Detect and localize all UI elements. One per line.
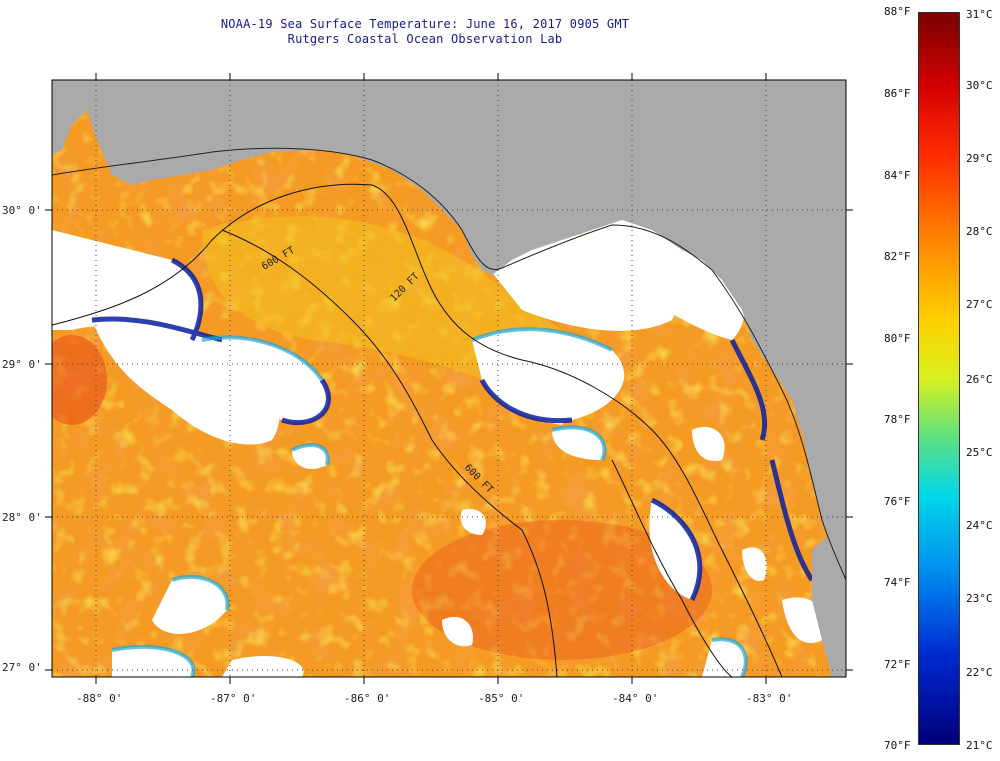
temperature-colorbar bbox=[918, 12, 960, 745]
lat-label-30: 30° 0' bbox=[2, 204, 42, 217]
map-subtitle: Rutgers Coastal Ocean Observation Lab bbox=[287, 32, 563, 46]
cb-c-22: 22°C bbox=[966, 666, 993, 679]
cb-f-74: 74°F bbox=[884, 576, 911, 589]
tick-marks bbox=[45, 73, 853, 684]
warm-patch-west bbox=[52, 335, 107, 425]
cool-fringes bbox=[111, 327, 748, 677]
lon-label-86: -86° 0' bbox=[344, 692, 391, 705]
lon-label-85: -85° 0' bbox=[478, 692, 525, 705]
cb-f-86: 86°F bbox=[884, 87, 911, 100]
cb-c-27: 27°C bbox=[966, 298, 993, 311]
cb-f-72: 72°F bbox=[884, 658, 911, 671]
cb-f-76: 76°F bbox=[884, 495, 911, 508]
cb-c-23: 23°C bbox=[966, 592, 993, 605]
lat-label-28: 28° 0' bbox=[2, 511, 42, 524]
lon-label-84: -84° 0' bbox=[612, 692, 659, 705]
cb-c-21: 21°C bbox=[966, 739, 993, 752]
cb-f-80: 80°F bbox=[884, 332, 911, 345]
cb-c-28: 28°C bbox=[966, 225, 993, 238]
cb-f-78: 78°F bbox=[884, 413, 911, 426]
lat-label-29: 29° 0' bbox=[2, 358, 42, 371]
cb-f-70: 70°F bbox=[884, 739, 911, 752]
cb-c-31: 31°C bbox=[966, 8, 993, 21]
cb-c-29: 29°C bbox=[966, 152, 993, 165]
lon-label-87: -87° 0' bbox=[210, 692, 257, 705]
contour-600ft-south bbox=[611, 459, 733, 677]
cb-c-26: 26°C bbox=[966, 373, 993, 386]
lon-label-83: -83° 0' bbox=[746, 692, 793, 705]
lon-label-88: -88° 0' bbox=[76, 692, 123, 705]
contour-600ft-east bbox=[221, 229, 558, 677]
map-frame bbox=[51, 79, 847, 678]
cb-c-24: 24°C bbox=[966, 519, 993, 532]
lat-label-27: 27° 0' bbox=[2, 661, 42, 674]
cb-f-88: 88°F bbox=[884, 5, 911, 18]
land-mass bbox=[52, 80, 846, 570]
warm-core bbox=[412, 520, 712, 660]
map-title: NOAA-19 Sea Surface Temperature: June 16… bbox=[220, 17, 630, 31]
cold-cloud-edges bbox=[91, 257, 815, 602]
colorbar-gradient bbox=[919, 13, 959, 744]
cb-f-84: 84°F bbox=[884, 169, 911, 182]
sst-map[interactable]: 600 FT 120 FT 600 FT bbox=[45, 73, 853, 684]
cb-c-25: 25°C bbox=[966, 446, 993, 459]
contour-120ft bbox=[52, 183, 783, 677]
coastline bbox=[52, 147, 846, 581]
cb-f-82: 82°F bbox=[884, 250, 911, 263]
cb-c-30: 30°C bbox=[966, 79, 993, 92]
sst-map-canvas: 600 FT 120 FT 600 FT bbox=[45, 73, 853, 684]
